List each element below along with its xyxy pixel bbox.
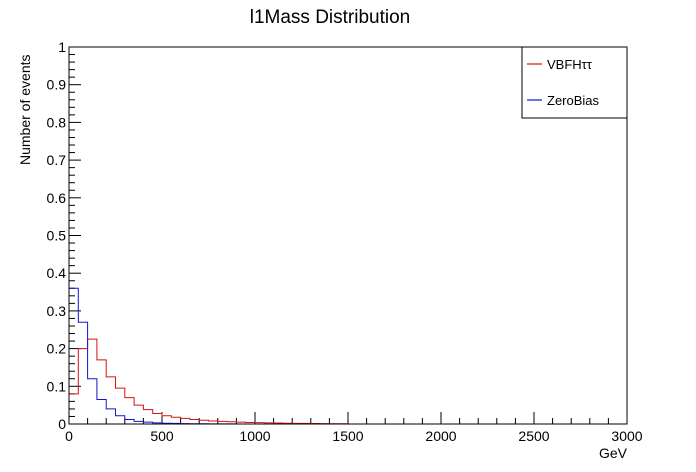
legend-box [521, 46, 628, 119]
series-step-1 [68, 287, 627, 425]
x-tick-label: 3000 [611, 428, 642, 444]
y-tick-label: 0.7 [47, 152, 67, 168]
x-tick-label: 1000 [239, 428, 270, 444]
y-tick-label: 0.3 [47, 303, 67, 319]
y-tick-label: 0.9 [47, 77, 67, 93]
x-tick-label: 2000 [425, 428, 456, 444]
y-tick-label: 0.8 [47, 114, 67, 130]
chart-title: l1Mass Distribution [250, 7, 411, 28]
y-tick-label: 0.5 [47, 228, 67, 244]
series-step-0 [68, 338, 627, 425]
legend-label-zerobias: ZeroBias [547, 93, 600, 108]
axis-tick-labels: 0 500 1000 1500 2000 2500 3000 0 0.1 0.2 0.3 0.4 0.5… [47, 39, 643, 444]
y-tick-label: 0.1 [47, 378, 67, 394]
data-series [68, 287, 627, 425]
y-tick-label: 0 [58, 416, 66, 432]
y-axis-label: Number of events [17, 55, 33, 166]
y-tick-label: 1 [58, 39, 66, 55]
y-tick-label: 0.4 [47, 265, 67, 281]
plot-frame [68, 46, 628, 425]
x-tick-label: 2500 [518, 428, 549, 444]
x-tick-label: 1500 [332, 428, 363, 444]
x-axis-label: GeV [599, 445, 628, 461]
x-tick-label: 0 [65, 428, 73, 444]
legend: VBFHττ ZeroBias [521, 46, 628, 119]
y-tick-label: 0.6 [47, 190, 67, 206]
legend-label-vbfh: VBFHττ [547, 57, 593, 72]
x-tick-label: 500 [150, 428, 174, 444]
y-tick-label: 0.2 [47, 341, 67, 357]
